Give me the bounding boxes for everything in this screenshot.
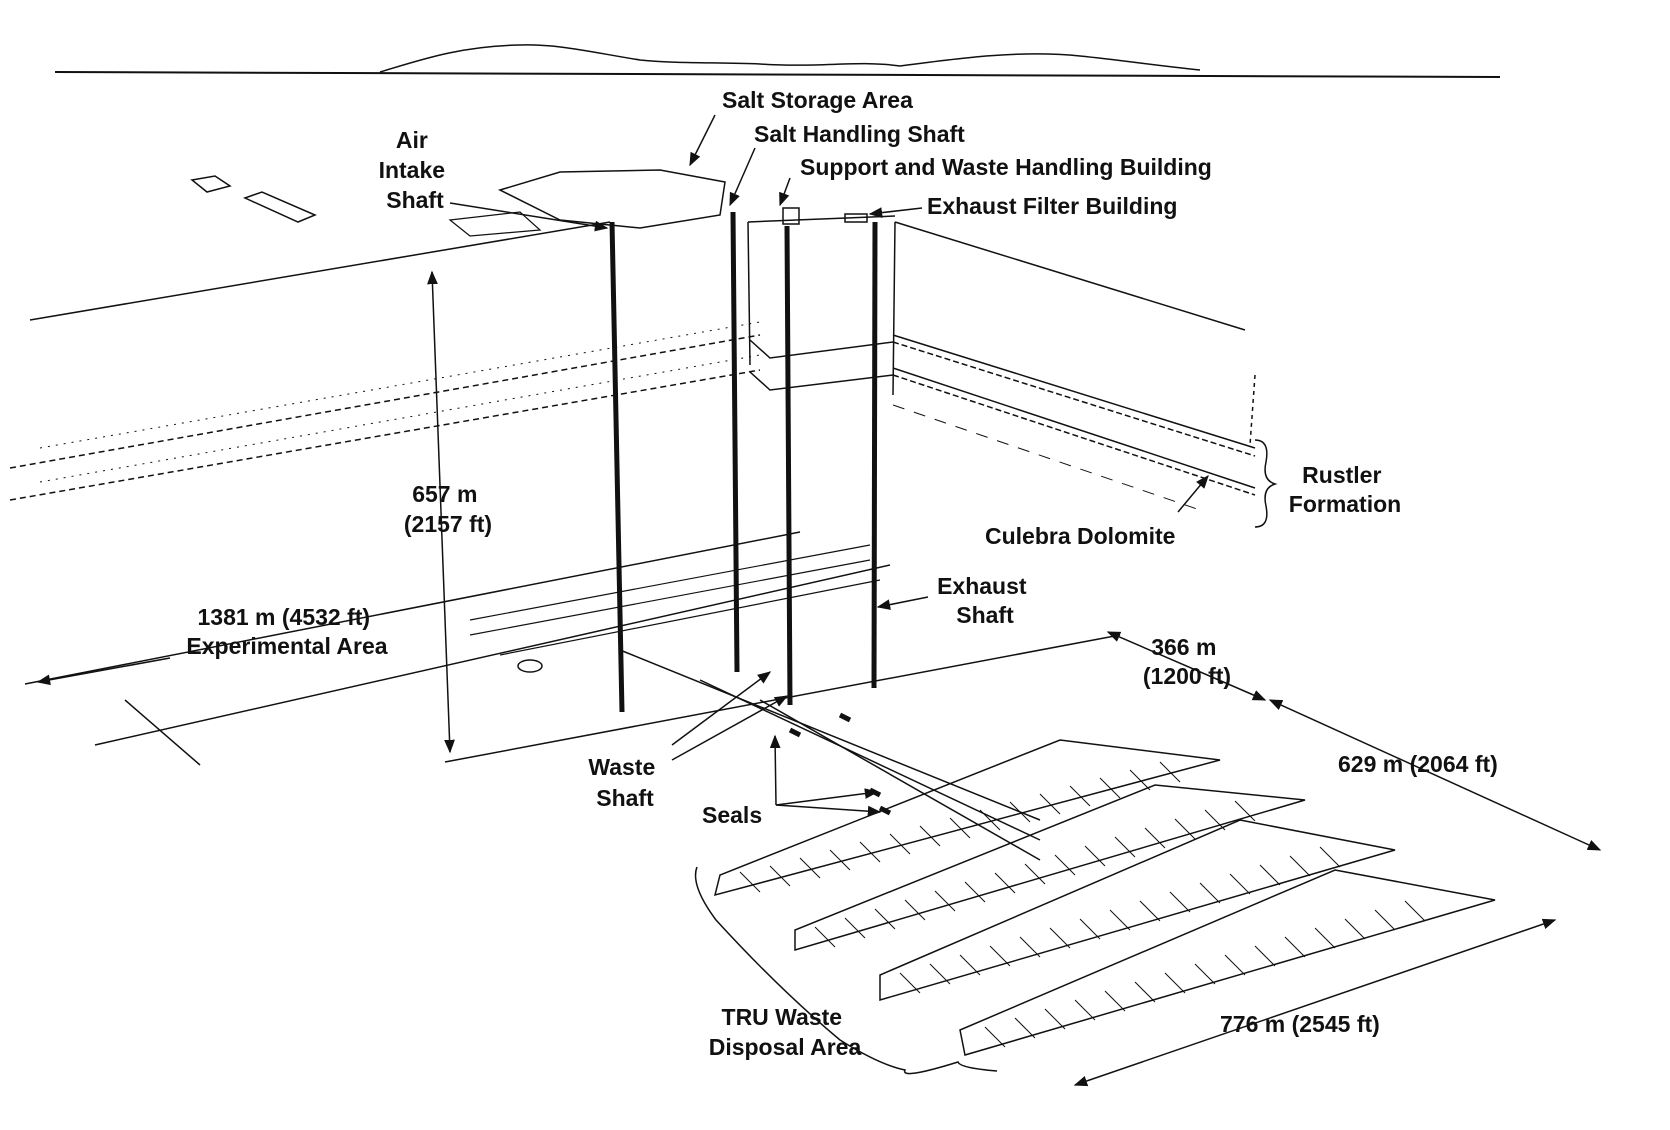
surface-terrain: [54, 44, 1501, 78]
label-support-building: Support and Waste Handling Building: [800, 154, 1212, 180]
shafts: [609, 211, 878, 713]
surface-pad: [448, 169, 868, 237]
repository-level: [24, 531, 1121, 861]
label-seals: Seals: [702, 802, 762, 828]
label-salt-storage-area: Salt Storage Area: [722, 87, 913, 113]
label-waste-shaft: Waste Shaft: [588, 754, 661, 811]
experimental-dimension: [36, 657, 171, 686]
width-629-dimension: [1268, 699, 1602, 851]
label-culebra-dolomite: Culebra Dolomite: [985, 523, 1175, 549]
width-366-dimension: [1106, 631, 1267, 701]
exhaust-shaft-line: [871, 221, 878, 689]
label-exhaust-filter-building: Exhaust Filter Building: [927, 193, 1177, 219]
label-air-intake-shaft: Air Intake Shaft: [379, 127, 452, 213]
label-rustler-formation: Rustler Formation: [1289, 462, 1401, 517]
disposal-panels: [713, 712, 1496, 1056]
label-depth: 657 m (2157 ft): [404, 481, 492, 537]
label-salt-handling-shaft: Salt Handling Shaft: [754, 121, 965, 147]
surface-structure-left: [190, 175, 317, 223]
label-width-366: 366 m (1200 ft): [1143, 634, 1231, 689]
dimension-lines: [36, 270, 1602, 1087]
labels: Salt Storage Area Salt Handling Shaft Su…: [186, 87, 1497, 1060]
label-width-629: 629 m (2064 ft): [1338, 751, 1498, 777]
waste-shaft-line: [784, 225, 793, 706]
label-tru-waste-disposal-area: TRU Waste Disposal Area: [709, 1004, 862, 1060]
leader-lines: [449, 114, 1278, 1075]
length-776-dimension: [1073, 918, 1557, 1087]
air-intake-shaft-line: [609, 221, 625, 713]
depth-dimension: [427, 270, 455, 754]
label-exhaust-shaft: Exhaust Shaft: [937, 573, 1033, 628]
geologic-block: [9, 215, 1256, 511]
label-length-776: 776 m (2545 ft): [1220, 1011, 1380, 1037]
label-experimental-area: 1381 m (4532 ft) Experimental Area: [186, 604, 387, 659]
salt-handling-shaft-line: [730, 211, 740, 673]
